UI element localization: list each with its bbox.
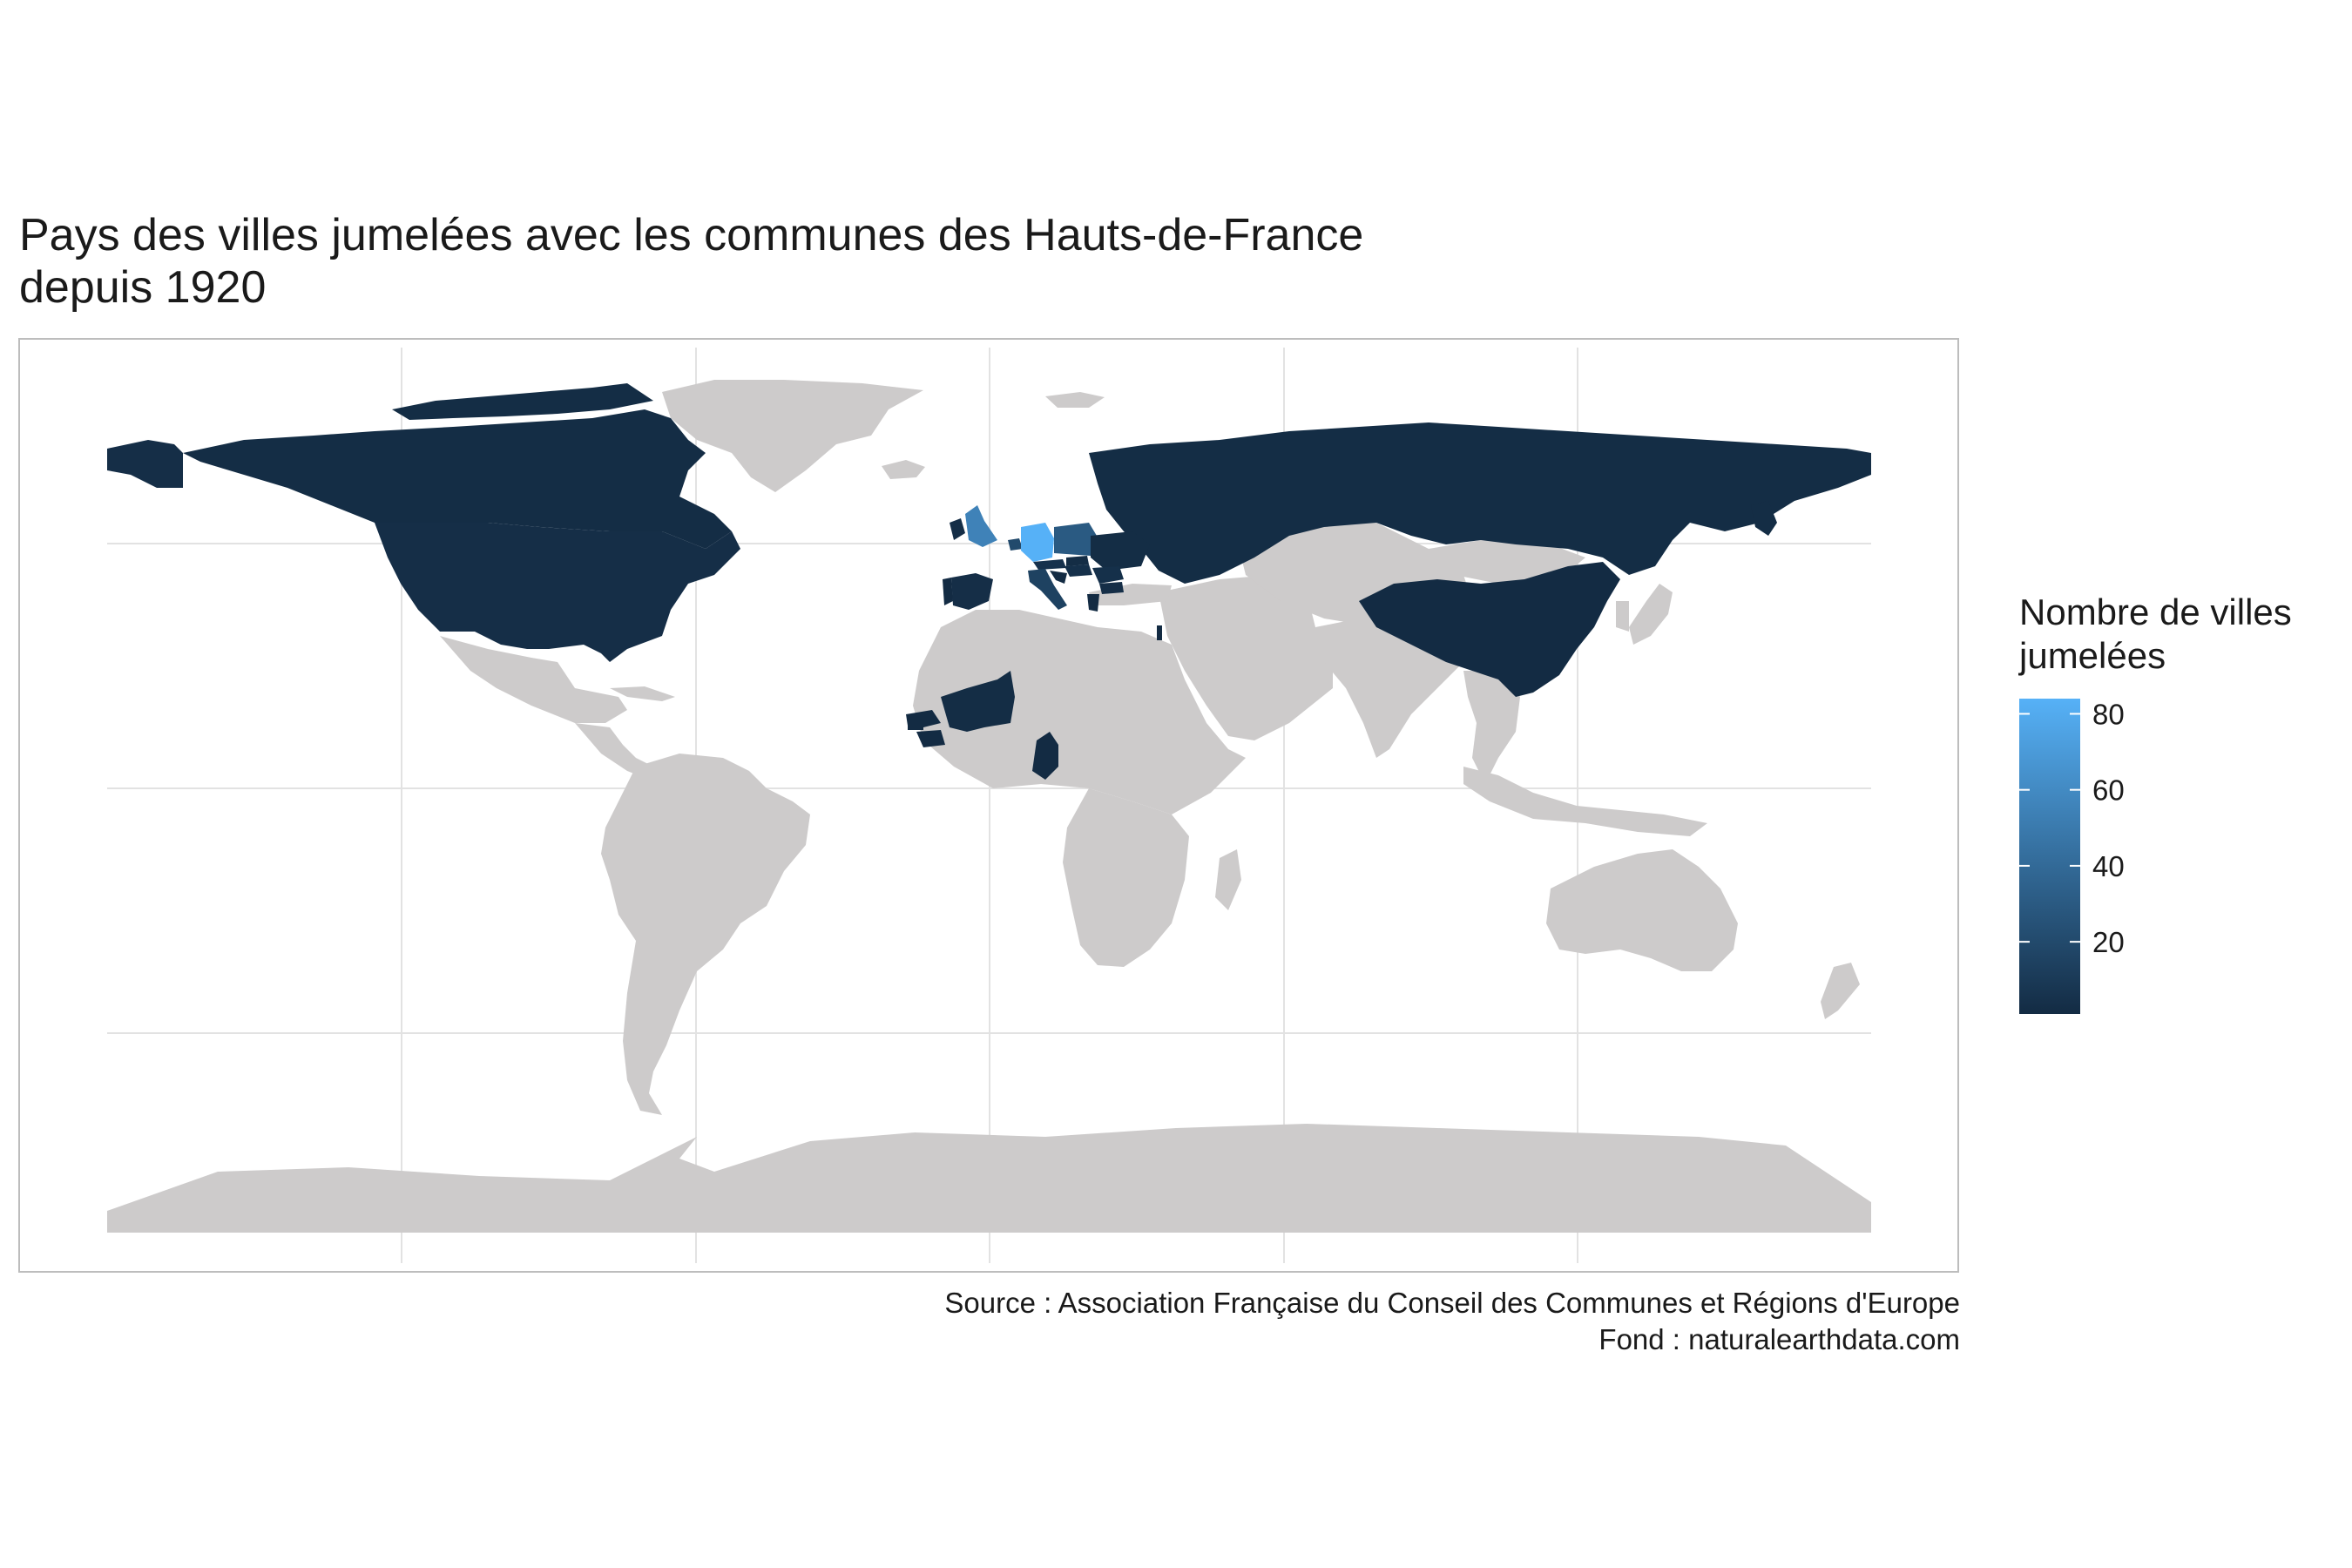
map-title-line2: depuis 1920 [19,262,267,313]
middle-east-land [1159,575,1333,740]
mexico-land [440,636,627,723]
map-title-line1: Pays des villes jumelées avec les commun… [19,210,1364,260]
country-bulgaria [1099,582,1124,594]
country-greece [1087,594,1099,612]
australia-land [1546,849,1738,971]
south-asia-land [1315,618,1463,758]
madagascar-land [1215,849,1241,910]
indonesia-land [1463,767,1707,836]
country-mali [941,671,1015,732]
country-uk [965,505,997,547]
legend-tick-label-80: 80 [2092,698,2125,730]
country-russia-kamchatka [1751,501,1777,536]
country-usa-alaska [107,440,183,488]
country-ireland [950,518,965,540]
legend-title: Nombre de villes jumelées [2019,591,2292,678]
country-cameroon [1032,732,1058,780]
south-america-land [601,754,810,1115]
antarctica-land [107,1124,1871,1233]
legend-ticks: 20 40 60 80 [2019,698,2125,958]
country-portugal [943,578,953,605]
country-germany [1021,523,1054,562]
legend-tick-label-40: 40 [2092,850,2125,882]
legend-title-line2: jumelées [2019,635,2166,676]
svalbard-land [1045,392,1105,408]
country-hungary [1064,564,1092,577]
country-china [1359,562,1620,697]
country-israel [1157,625,1162,640]
country-gambia [908,726,923,730]
country-usa [375,523,740,662]
new-zealand-land [1821,963,1860,1019]
cuba-land [610,686,675,701]
southeast-asia-land [1463,671,1520,784]
country-belgium [1008,538,1023,551]
country-guinea [916,730,945,747]
legend-tick-label-60: 60 [2092,774,2125,807]
map-title: Pays des villes jumelées avec les commun… [19,209,1363,314]
country-canada-arctic-islands [392,383,653,420]
country-russia [1089,422,1871,584]
country-spain [951,573,993,610]
country-ukraine [1091,531,1150,571]
legend-colorbar [2019,699,2080,1014]
twinned-countries [107,383,1871,780]
country-italy [1028,569,1067,610]
country-slovakia [1066,556,1089,566]
japan-land [1629,584,1673,645]
southern-africa-land [1063,788,1189,967]
legend-tick-label-20: 20 [2092,926,2125,958]
country-austria [1033,559,1066,570]
landmasses [107,380,1871,1233]
map-caption: Source : Association Française du Consei… [944,1285,1960,1358]
iceland-land [882,460,925,479]
caption-basemap: Fond : naturalearthdata.com [1598,1323,1960,1355]
korea-land [1616,601,1629,632]
country-canada [183,409,732,549]
greenland-land [662,380,923,492]
north-africa-land [913,610,1246,814]
country-croatia [1050,571,1067,584]
country-romania [1092,566,1124,584]
caption-source: Source : Association Française du Consei… [944,1287,1960,1319]
country-senegal [906,710,941,727]
country-poland [1054,523,1099,556]
legend-title-line1: Nombre de villes [2019,591,2292,632]
